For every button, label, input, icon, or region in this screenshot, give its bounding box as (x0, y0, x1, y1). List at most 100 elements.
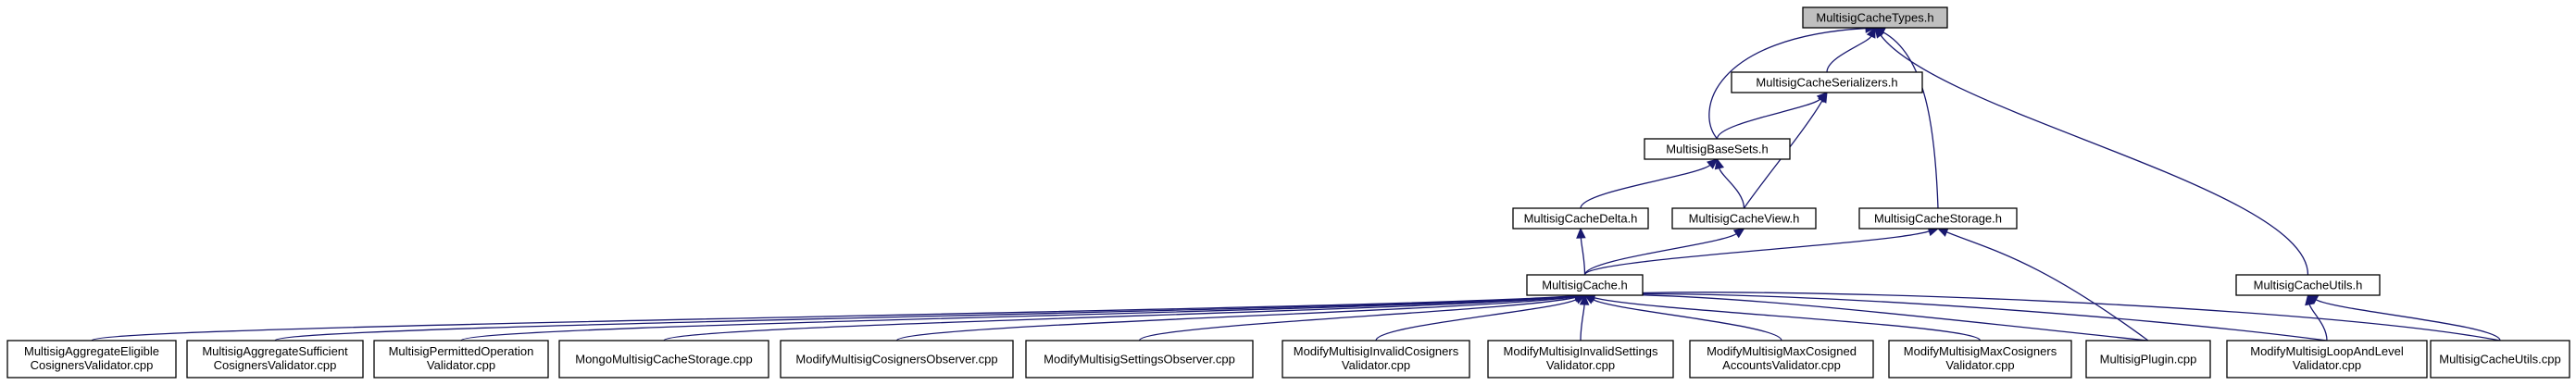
edge-line (1375, 298, 1577, 342)
node-box (1487, 340, 1674, 379)
edge-line (91, 295, 1576, 342)
node-aggelig[interactable]: MultisigAggregateEligibleCosignersValida… (6, 340, 177, 379)
node-label: MultisigCacheDelta.h (1524, 212, 1638, 226)
node-maxcosacc[interactable]: ModifyMultisigMaxCosignedAccountsValidat… (1689, 340, 1874, 379)
node-utilsh[interactable]: MultisigCacheUtils.h (2235, 274, 2381, 296)
edge-layer (91, 23, 2501, 342)
node-label: AccountsValidator.cpp (1722, 358, 1841, 372)
edge-plugin-to-storage (1936, 228, 2149, 342)
node-cache[interactable]: MultisigCache.h (1526, 274, 1644, 296)
edge-line (460, 295, 1576, 342)
node-label: Validator.cpp (1945, 358, 2014, 372)
node-label: MultisigCacheSerializers.h (1756, 76, 1897, 90)
node-basesets[interactable]: MultisigBaseSets.h (1644, 138, 1791, 160)
node-label: ModifyMultisigMaxCosigners (1904, 344, 2057, 358)
node-utilscpp[interactable]: MultisigCacheUtils.cpp (2430, 340, 2570, 379)
node-label: ModifyMultisigCosignersObserver.cpp (795, 353, 997, 366)
edge-line (1880, 34, 2309, 276)
edge-arrowhead (1874, 27, 1885, 39)
node-label: MultisigAggregateSufficient (202, 344, 348, 358)
node-mongo[interactable]: MongoMultisigCacheStorage.cpp (558, 340, 769, 379)
node-label: CosignersValidator.cpp (31, 358, 154, 372)
edge-line (1716, 98, 1821, 140)
edge-line (1580, 164, 1711, 209)
edge-line (1719, 168, 1745, 209)
edge-line (1593, 296, 1982, 342)
node-delta[interactable]: MultisigCacheDelta.h (1512, 207, 1649, 230)
edge-delta-to-basesets (1580, 158, 1719, 209)
edge-arrowhead (1714, 157, 1725, 170)
node-box (2235, 274, 2381, 296)
edge-line (1946, 231, 2149, 342)
edge-line (1708, 27, 1867, 140)
node-box (186, 340, 364, 379)
edge-cache-to-storage (1583, 227, 1940, 276)
node-box (1689, 340, 1874, 379)
edge-line (1882, 31, 1939, 209)
node-label: MultisigCacheTypes.h (1816, 11, 1933, 25)
node-box (373, 340, 549, 379)
node-box (1282, 340, 1470, 379)
node-box (2430, 340, 2570, 379)
node-label: Validator.cpp (1342, 358, 1410, 372)
edge-arrowhead (1936, 228, 1949, 237)
edge-arrowhead (1866, 26, 1876, 39)
edge-line (1594, 292, 2501, 342)
node-aggsuff[interactable]: MultisigAggregateSufficientCosignersVali… (186, 340, 364, 379)
edge-invset-to-cache (1579, 293, 1590, 342)
node-modcosobs[interactable]: ModifyMultisigCosignersObserver.cpp (780, 340, 1014, 379)
node-storage[interactable]: MultisigCacheStorage.h (1858, 207, 2018, 230)
node-label: MultisigCache.h (1542, 279, 1628, 292)
node-label: MultisigPermittedOperation (389, 344, 534, 358)
node-box (780, 340, 1014, 379)
node-label: MultisigPlugin.cpp (2100, 353, 2197, 366)
node-invcos[interactable]: ModifyMultisigInvalidCosignersValidator.… (1282, 340, 1470, 379)
node-label: MultisigCacheStorage.h (1874, 212, 2002, 226)
node-label: Validator.cpp (427, 358, 495, 372)
node-view[interactable]: MultisigCacheView.h (1671, 207, 1817, 230)
node-box (1671, 207, 1817, 230)
node-label: MultisigCacheUtils.h (2254, 279, 2363, 292)
edge-utilsh-to-types (1874, 27, 2309, 276)
node-label: MultisigCacheView.h (1689, 212, 1800, 226)
node-invset[interactable]: ModifyMultisigInvalidSettingsValidator.c… (1487, 340, 1674, 379)
edge-line (1594, 293, 2149, 342)
node-types[interactable]: MultisigCacheTypes.h (1802, 6, 1948, 29)
node-label: ModifyMultisigMaxCosigned (1707, 344, 1857, 358)
node-box (1526, 274, 1644, 296)
node-label: CosignersValidator.cpp (214, 358, 337, 372)
edge-line (274, 295, 1576, 342)
edge-line (2315, 299, 2501, 342)
node-label: MultisigAggregateEligible (24, 344, 159, 358)
node-plugin[interactable]: MultisigPlugin.cpp (2085, 340, 2211, 379)
edge-arrowhead (1732, 228, 1745, 239)
node-label: ModifyMultisigLoopAndLevel (2250, 344, 2404, 358)
edge-line (2308, 304, 2328, 342)
edge-cache-to-delta (1576, 227, 1586, 276)
edge-line (1580, 304, 1585, 342)
node-box (1025, 340, 1254, 379)
edge-line (1580, 237, 1586, 276)
edge-utilscpp-to-utilsh (2307, 294, 2501, 342)
node-layer: MultisigCacheTypes.h MultisigCacheSeriali… (6, 6, 2570, 379)
edge-line (1138, 296, 1576, 342)
edge-line (1583, 233, 1737, 276)
edge-serializers-to-types (1826, 26, 1876, 73)
edge-line (1593, 299, 1782, 342)
edge-permop-to-cache (460, 291, 1586, 342)
node-label: ModifyMultisigSettingsObserver.cpp (1044, 353, 1235, 366)
node-serializers[interactable]: MultisigCacheSerializers.h (1731, 71, 1923, 93)
edge-plugin-to-cache (1583, 290, 2149, 342)
node-label: ModifyMultisigInvalidCosigners (1294, 344, 1459, 358)
node-label: Validator.cpp (1546, 358, 1615, 372)
node-label: Validator.cpp (2293, 358, 2361, 372)
edge-basesets-to-serializers (1716, 92, 1828, 140)
node-box (1858, 207, 2018, 230)
node-label: MultisigCacheUtils.cpp (2439, 353, 2561, 366)
edge-arrowhead (1579, 293, 1590, 305)
node-label: MultisigBaseSets.h (1666, 143, 1769, 156)
node-modsetobs[interactable]: ModifyMultisigSettingsObserver.cpp (1025, 340, 1254, 379)
